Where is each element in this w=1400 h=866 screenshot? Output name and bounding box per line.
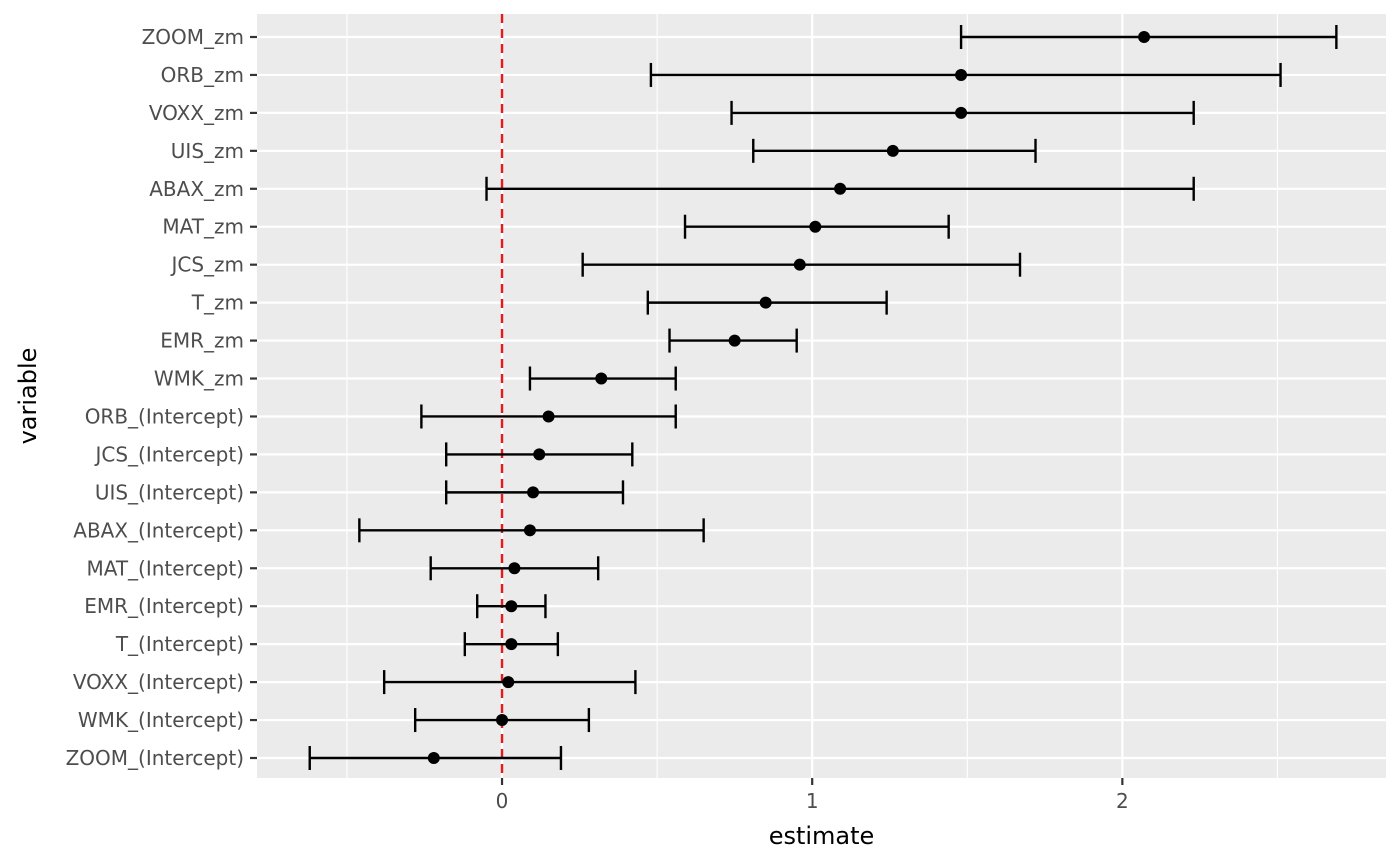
y-tick-label: VOXX_zm: [149, 101, 244, 125]
y-tick-label: ORB_zm: [161, 63, 244, 87]
x-axis-title: estimate: [769, 822, 875, 850]
y-tick-label: ZOOM_(Intercept): [66, 746, 244, 770]
estimate-point: [533, 448, 546, 461]
y-tick-label: ABAX_zm: [149, 177, 244, 201]
x-axis: 0 1 2: [496, 778, 1129, 813]
y-tick-label: UIS_zm: [171, 139, 244, 163]
x-tick-label: 1: [806, 789, 819, 813]
estimate-point: [542, 410, 555, 423]
y-tick-label: MAT_(Intercept): [86, 556, 244, 580]
y-axis: ZOOM_zm ORB_zm VOXX_zm UIS_zm ABAX_zm MAT_zm J…: [66, 25, 257, 770]
y-tick-label: ZOOM_zm: [142, 25, 244, 49]
y-tick-label: UIS_(Intercept): [95, 480, 244, 504]
estimate-point: [809, 220, 822, 233]
y-tick-label: T_zm: [191, 291, 244, 315]
estimate-point: [834, 182, 847, 195]
y-tick-label: ABAX_(Intercept): [73, 518, 244, 542]
estimate-point: [502, 676, 515, 689]
estimate-point: [508, 562, 521, 575]
estimate-point: [955, 68, 968, 81]
y-tick-label: EMR_(Intercept): [84, 594, 244, 618]
y-tick-label: WMK_(Intercept): [78, 708, 244, 732]
y-axis-title: variable: [14, 348, 42, 445]
estimate-point: [496, 714, 509, 727]
y-tick-label: ORB_(Intercept): [85, 404, 244, 428]
y-tick-label: JCS_zm: [169, 253, 244, 277]
y-tick-label: WMK_zm: [154, 367, 244, 391]
estimate-point: [505, 600, 518, 613]
estimate-point: [595, 372, 608, 385]
estimate-point: [427, 752, 440, 764]
estimate-point: [955, 106, 968, 119]
y-tick-label: T_(Intercept): [115, 632, 244, 656]
plot-panel: [257, 14, 1386, 778]
y-tick-label: MAT_zm: [162, 215, 244, 239]
estimate-point: [523, 524, 536, 537]
estimate-point: [527, 486, 540, 499]
estimate-point: [793, 258, 806, 271]
y-tick-label: EMR_zm: [160, 329, 244, 353]
estimate-point: [1138, 31, 1151, 43]
x-tick-label: 2: [1116, 789, 1129, 813]
estimate-points: [427, 31, 1151, 764]
estimate-point: [728, 334, 741, 347]
y-tick-label: JCS_(Intercept): [93, 442, 244, 466]
estimate-point: [505, 638, 518, 651]
y-tick-label: VOXX_(Intercept): [73, 670, 244, 694]
estimate-point: [759, 296, 772, 309]
x-tick-label: 0: [496, 789, 509, 813]
estimate-point: [886, 144, 899, 157]
